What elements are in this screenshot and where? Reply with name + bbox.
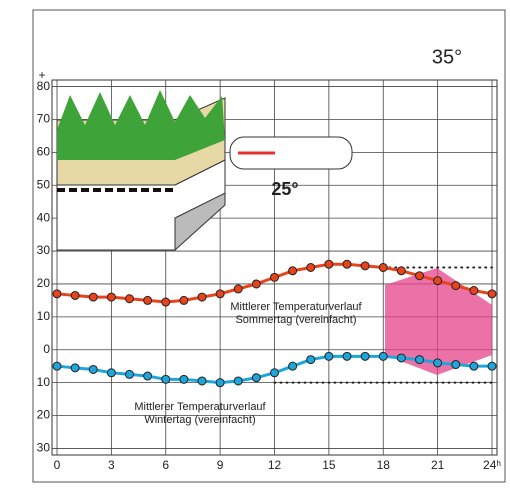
grass	[57, 90, 225, 160]
data-point	[289, 362, 297, 370]
data-point	[325, 352, 333, 360]
data-point	[452, 361, 460, 369]
y-tick-label: 20	[37, 276, 51, 290]
x-tick-label: 12	[268, 458, 282, 472]
data-point	[452, 282, 460, 290]
annotation: 25°	[271, 179, 298, 199]
y-tick-label: 30	[37, 441, 51, 455]
data-point	[162, 298, 170, 306]
data-point	[216, 290, 224, 298]
data-point	[89, 365, 97, 373]
data-point	[252, 280, 260, 288]
data-point	[361, 352, 369, 360]
data-point	[162, 375, 170, 383]
annotation: 35°	[432, 46, 462, 68]
data-point	[307, 356, 315, 364]
y-tick-label: 20	[37, 408, 51, 422]
y-tick-label: 50	[37, 177, 51, 191]
data-point	[379, 264, 387, 272]
data-point	[434, 277, 442, 285]
x-tick-label: 18	[377, 458, 391, 472]
data-point	[71, 291, 79, 299]
data-point	[252, 374, 260, 382]
data-point	[144, 296, 152, 304]
y-tick-label: 60	[37, 145, 51, 159]
data-point	[343, 352, 351, 360]
data-point	[307, 264, 315, 272]
chart: 35° 25° + 302010010203040506070800369121…	[0, 0, 510, 488]
data-point	[107, 293, 115, 301]
y-tick-label: 70	[37, 112, 51, 126]
x-tick-label: 3	[108, 458, 115, 472]
data-point	[126, 295, 134, 303]
data-point	[198, 293, 206, 301]
data-point	[71, 364, 79, 372]
data-point	[180, 296, 188, 304]
data-point	[271, 369, 279, 377]
data-point	[198, 377, 206, 385]
data-point	[416, 272, 424, 280]
data-point	[397, 354, 405, 362]
data-point	[180, 375, 188, 383]
x-tick-label: 24ʰ	[483, 458, 501, 472]
data-point	[470, 287, 478, 295]
data-point	[107, 369, 115, 377]
y-tick-label: 40	[37, 210, 51, 224]
y-tick-label: 10	[37, 375, 51, 389]
data-point	[234, 285, 242, 293]
data-point	[271, 273, 279, 281]
x-tick-label: 21	[431, 458, 445, 472]
data-point	[53, 362, 61, 370]
x-tick-label: 15	[322, 458, 336, 472]
data-point	[234, 377, 242, 385]
x-tick-label: 9	[217, 458, 224, 472]
data-point	[53, 290, 61, 298]
data-point	[379, 352, 387, 360]
data-point	[216, 379, 224, 387]
y-tick-label: 80	[37, 79, 51, 93]
data-point	[488, 290, 496, 298]
data-point	[289, 267, 297, 275]
data-point	[470, 362, 478, 370]
data-point	[126, 370, 134, 378]
y-tick-label: 0	[43, 342, 50, 356]
data-point	[343, 260, 351, 268]
data-point	[361, 262, 369, 270]
data-point	[144, 372, 152, 380]
data-point	[89, 293, 97, 301]
data-point	[488, 362, 496, 370]
x-tick-label: 0	[54, 458, 61, 472]
y-tick-label: 10	[37, 309, 51, 323]
data-point	[416, 356, 424, 364]
data-point	[397, 267, 405, 275]
data-point	[434, 359, 442, 367]
data-point	[325, 260, 333, 268]
x-tick-label: 6	[162, 458, 169, 472]
y-tick-label: 30	[37, 243, 51, 257]
